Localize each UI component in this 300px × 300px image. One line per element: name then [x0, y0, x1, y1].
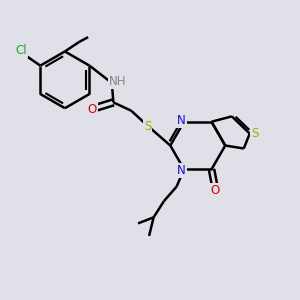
Text: O: O [88, 103, 97, 116]
Text: S: S [144, 120, 152, 133]
Text: N: N [177, 164, 186, 177]
Text: S: S [251, 127, 258, 140]
Text: NH: NH [109, 75, 126, 88]
Text: Cl: Cl [16, 44, 27, 57]
Text: O: O [210, 184, 219, 197]
Text: N: N [177, 114, 186, 127]
